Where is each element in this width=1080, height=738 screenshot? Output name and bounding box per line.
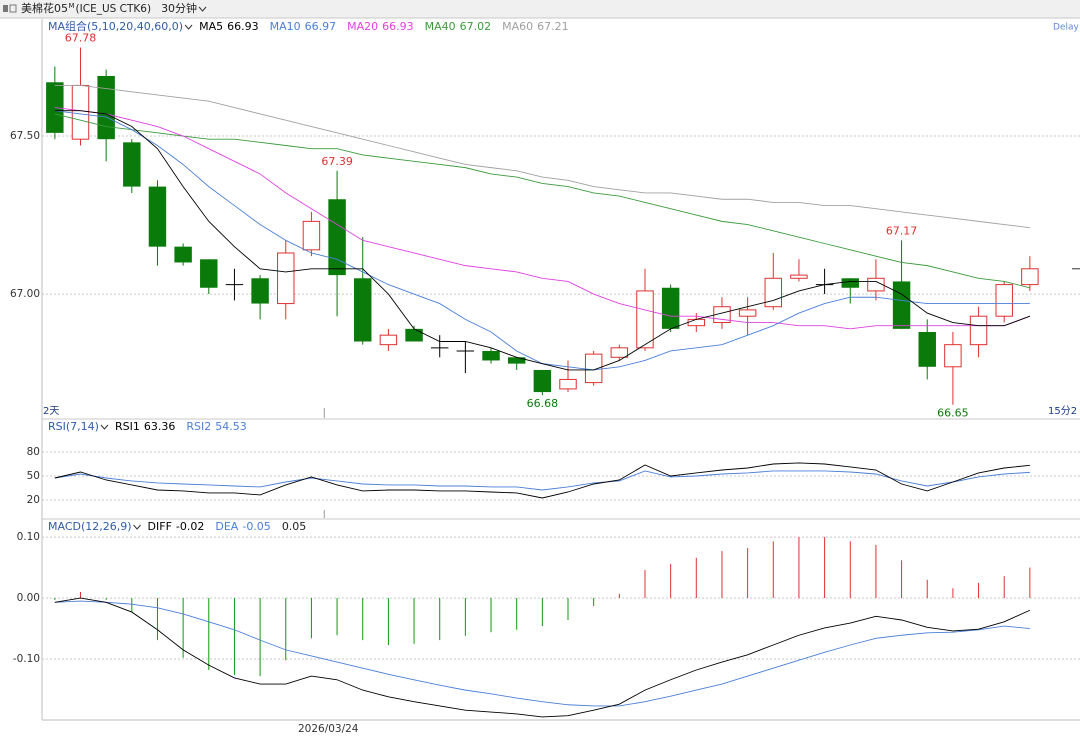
y-tick-label: 0.00 bbox=[17, 592, 40, 604]
candle-body bbox=[636, 290, 654, 349]
candle-body bbox=[46, 82, 64, 133]
legend-value: 67.21 bbox=[537, 20, 569, 33]
candle-body bbox=[764, 277, 783, 308]
indicator-line bbox=[54, 597, 1031, 718]
indicator-label: RSI(7,14) bbox=[48, 420, 99, 433]
indicator-line bbox=[54, 113, 1030, 289]
indicator-line bbox=[54, 84, 1030, 229]
candle-body bbox=[841, 278, 859, 288]
legend-value: 63.36 bbox=[144, 420, 176, 433]
legend-value: 66.93 bbox=[227, 20, 259, 33]
legend-name: MA40 bbox=[425, 20, 456, 33]
legend-value: -0.05 bbox=[242, 520, 270, 533]
candle-body bbox=[661, 287, 680, 329]
toolbar-text: 美棉花05 bbox=[21, 1, 68, 15]
candle-body bbox=[200, 259, 218, 288]
legend-name: MA20 bbox=[347, 20, 378, 33]
candle-body bbox=[277, 252, 295, 305]
candle-body bbox=[328, 199, 346, 276]
candle-body bbox=[892, 281, 911, 329]
candle-body bbox=[482, 350, 500, 361]
indicator-line bbox=[54, 462, 1030, 499]
legend-name: RSI1 bbox=[115, 420, 140, 433]
indicator-line bbox=[54, 600, 1030, 707]
toolbar-icon[interactable] bbox=[9, 4, 17, 13]
y-tick-label: 67.50 bbox=[10, 130, 40, 142]
candle-body bbox=[302, 220, 321, 251]
dropdown-chevron[interactable] bbox=[133, 524, 141, 530]
dropdown-chevron[interactable] bbox=[184, 24, 193, 30]
candle-body bbox=[559, 378, 577, 390]
y-tick-label: -0.10 bbox=[13, 653, 40, 665]
legend-value: 0.05 bbox=[282, 520, 307, 533]
y-tick-label: 20 bbox=[27, 494, 40, 506]
span-left-label: 2天 bbox=[43, 406, 59, 417]
toolbar-text: (ICE_US CTK6) bbox=[76, 3, 152, 15]
legend-name: RSI2 bbox=[186, 420, 211, 433]
candle-body bbox=[507, 357, 526, 364]
y-tick-label: 0.10 bbox=[17, 531, 40, 543]
high-label: 67.39 bbox=[321, 155, 353, 168]
legend-value: -0.02 bbox=[176, 520, 204, 533]
candle-body bbox=[251, 278, 269, 304]
indicator-line bbox=[54, 110, 1030, 371]
candle-body bbox=[405, 328, 423, 342]
candle-body bbox=[944, 344, 962, 368]
candle-body bbox=[995, 284, 1013, 317]
legend-value: 54.53 bbox=[215, 420, 247, 433]
candle-body bbox=[174, 246, 192, 263]
dropdown-chevron[interactable] bbox=[198, 6, 207, 12]
legend-name: DEA bbox=[215, 520, 238, 533]
candle-body bbox=[148, 186, 167, 247]
candle-body bbox=[97, 75, 115, 140]
candle-body bbox=[918, 332, 936, 367]
y-tick-label: 67.00 bbox=[10, 288, 40, 300]
candle-body bbox=[533, 369, 552, 393]
high-label: 67.17 bbox=[886, 224, 918, 237]
indicator-line bbox=[54, 470, 1030, 491]
toolbar-text: 30分钟 bbox=[161, 1, 197, 15]
candle-body bbox=[790, 274, 808, 279]
y-tick-label: 80 bbox=[27, 446, 40, 458]
toolbar-icon[interactable] bbox=[3, 5, 8, 12]
candle-body bbox=[379, 334, 398, 346]
candle-body bbox=[71, 84, 90, 140]
status-label: Delay bbox=[1053, 23, 1079, 33]
toolbar bbox=[0, 0, 1080, 18]
indicator-label: MACD(12,26,9) bbox=[48, 520, 132, 533]
candle-body bbox=[584, 353, 603, 384]
candle-body bbox=[687, 318, 706, 327]
candle-body bbox=[969, 315, 988, 346]
y-tick-label: 50 bbox=[27, 470, 40, 482]
indicator-label: MA组合(5,10,20,40,60,0) bbox=[48, 19, 183, 33]
low-label: 66.65 bbox=[937, 407, 969, 420]
low-label: 66.68 bbox=[527, 397, 559, 410]
legend-value: 66.97 bbox=[305, 20, 337, 33]
candle-body bbox=[354, 278, 372, 342]
legend-name: MA5 bbox=[199, 20, 223, 33]
indicator-line bbox=[54, 110, 1031, 371]
candle-body bbox=[610, 347, 629, 358]
x-tick-label: 2026/03/24 bbox=[298, 723, 359, 735]
dropdown-chevron[interactable] bbox=[100, 424, 109, 430]
legend-value: 66.93 bbox=[382, 20, 414, 33]
span-right-label: 15分2 bbox=[1048, 405, 1077, 417]
candle-body bbox=[123, 142, 141, 187]
legend-value: 67.02 bbox=[460, 20, 492, 33]
candle-body bbox=[738, 309, 757, 317]
candle-body bbox=[1021, 268, 1039, 286]
legend-name: DIFF bbox=[148, 520, 172, 533]
toolbar-mark: M bbox=[69, 2, 75, 10]
high-label: 67.78 bbox=[65, 32, 97, 45]
indicator-line bbox=[54, 107, 1031, 330]
legend-name: MA10 bbox=[270, 20, 301, 33]
legend-name: MA60 bbox=[502, 20, 533, 33]
